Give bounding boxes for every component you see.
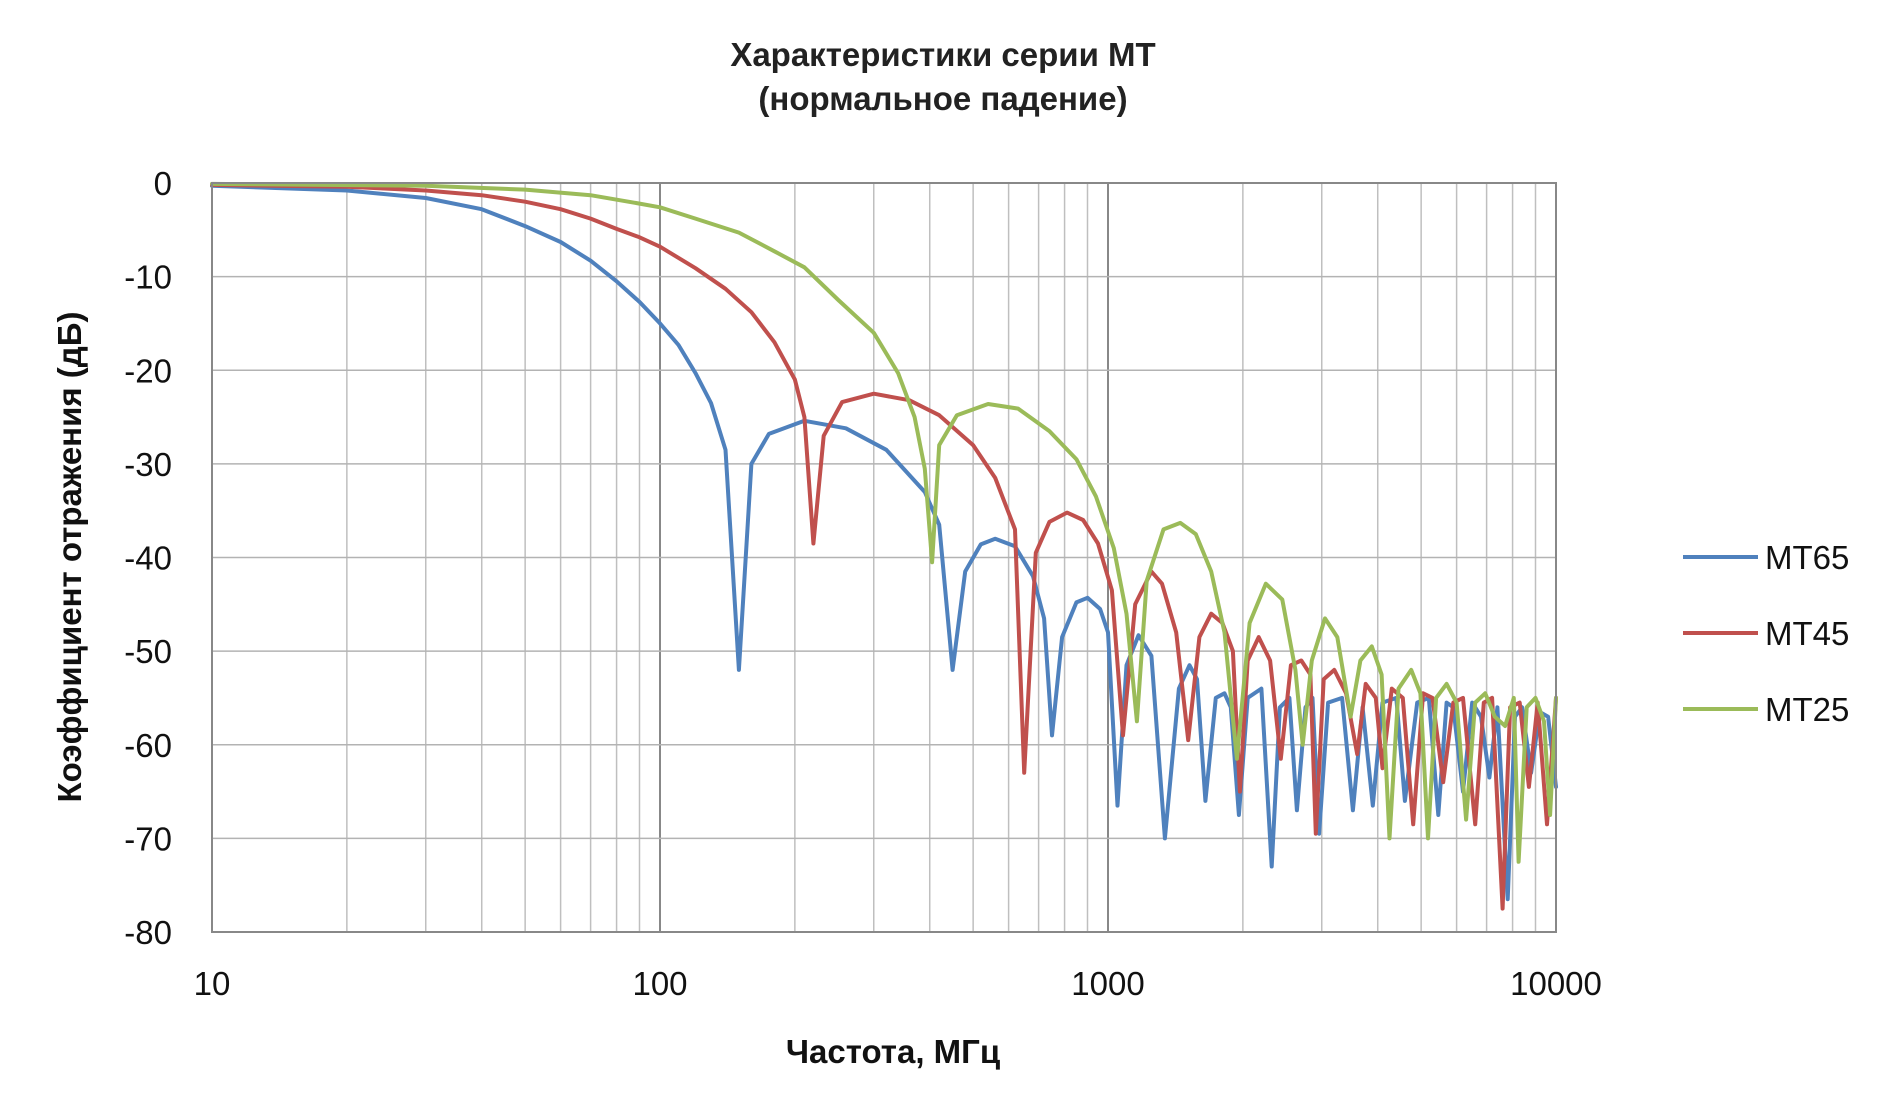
- series-line: [210, 181, 1558, 864]
- plot-area-border: [211, 182, 1557, 933]
- x-tick-labels: 10 100 1000 10000: [194, 965, 1602, 1002]
- series-lines: [210, 181, 1558, 911]
- x-tick-label: 10000: [1510, 965, 1602, 1002]
- chart-title: Характеристики серии МТ: [730, 36, 1155, 73]
- y-tick-label: -50: [124, 633, 172, 670]
- y-tick-label: -10: [124, 259, 172, 296]
- y-tick-label: -80: [124, 914, 172, 951]
- y-axis-label: Коэффициент отражения (дБ): [51, 312, 88, 803]
- y-tick-label: -30: [124, 446, 172, 483]
- chart-subtitle: (нормальное падение): [758, 80, 1127, 117]
- y-tick-label: -40: [124, 540, 172, 577]
- series-line: [210, 183, 1558, 902]
- x-axis-label: Частота, МГц: [786, 1033, 1000, 1070]
- x-tick-label: 10: [194, 965, 231, 1002]
- grid-lines: [211, 182, 1556, 933]
- y-tick-label: 0: [154, 165, 172, 202]
- x-tick-label: 1000: [1071, 965, 1144, 1002]
- legend-label: МТ65: [1765, 539, 1849, 576]
- y-tick-label: -70: [124, 820, 172, 857]
- y-tick-label: -60: [124, 727, 172, 764]
- series-line: [210, 182, 1558, 911]
- y-tick-label: -20: [124, 352, 172, 389]
- legend: МТ65 МТ45 МТ25: [1683, 539, 1849, 728]
- legend-label: МТ25: [1765, 691, 1849, 728]
- legend-label: МТ45: [1765, 615, 1849, 652]
- x-tick-label: 100: [632, 965, 687, 1002]
- y-tick-labels: 0 -10 -20 -30 -40 -50 -60 -70 -80: [124, 165, 172, 951]
